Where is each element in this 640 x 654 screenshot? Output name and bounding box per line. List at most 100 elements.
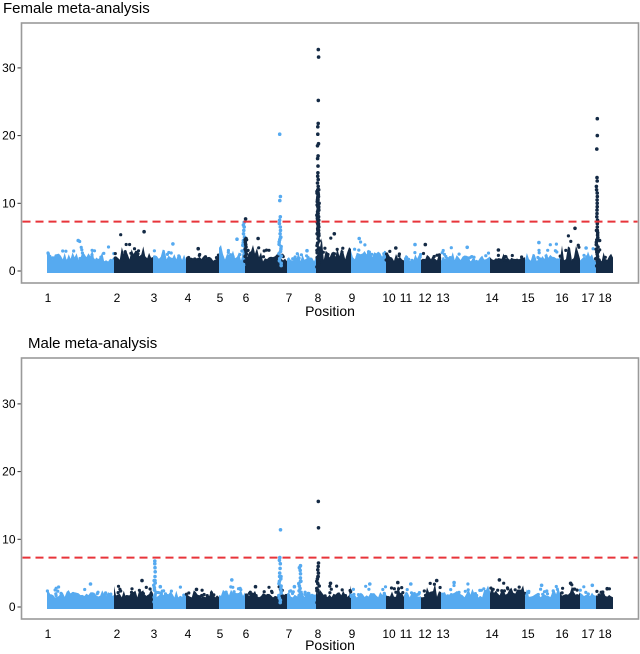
snp-point bbox=[76, 238, 80, 243]
chromosome-band-15 bbox=[525, 587, 560, 609]
snp-point bbox=[497, 578, 502, 582]
female-plot-frame bbox=[20, 22, 640, 284]
snp-point bbox=[90, 253, 94, 257]
x-tick-label: 4 bbox=[185, 291, 192, 305]
snp-point bbox=[482, 587, 486, 591]
snp-peak-point bbox=[594, 184, 599, 189]
snp-point bbox=[521, 592, 525, 596]
snp-point bbox=[422, 258, 426, 263]
snp-point bbox=[305, 254, 309, 258]
chromosome-band-9 bbox=[351, 249, 386, 273]
snp-point bbox=[496, 248, 501, 252]
x-tick-label: 1 bbox=[45, 291, 52, 305]
snp-point bbox=[438, 256, 442, 260]
snp-point bbox=[107, 592, 111, 597]
snp-point bbox=[129, 590, 134, 594]
snp-point bbox=[551, 591, 556, 596]
snp-point bbox=[187, 257, 191, 261]
snp-point bbox=[433, 259, 437, 263]
chromosome-band-10 bbox=[386, 585, 404, 609]
snp-peak-point bbox=[594, 188, 599, 192]
snp-point bbox=[295, 252, 299, 256]
snp-point bbox=[165, 252, 169, 256]
snp-point bbox=[254, 594, 258, 598]
snp-peak-point bbox=[279, 263, 284, 268]
snp-point bbox=[440, 251, 444, 255]
snp-point bbox=[555, 587, 560, 592]
snp-point bbox=[59, 591, 63, 596]
x-tick-label: 11 bbox=[400, 291, 413, 305]
snp-point bbox=[457, 590, 461, 595]
snp-point bbox=[104, 591, 108, 595]
snp-point bbox=[353, 247, 357, 251]
snp-point bbox=[452, 583, 456, 588]
snp-point bbox=[586, 592, 590, 596]
snp-point bbox=[389, 586, 394, 590]
snp-point bbox=[328, 584, 332, 588]
snp-point bbox=[149, 591, 153, 596]
chromosome-band-9 bbox=[351, 592, 386, 609]
snp-point bbox=[102, 251, 106, 255]
snp-point bbox=[169, 251, 173, 255]
snp-peak-point bbox=[245, 264, 249, 268]
snp-peak-point bbox=[278, 555, 282, 560]
snp-point bbox=[333, 595, 337, 599]
snp-point bbox=[591, 247, 595, 251]
snp-point bbox=[90, 593, 94, 597]
chromosome-band-2 bbox=[114, 586, 153, 609]
snp-point bbox=[64, 249, 68, 253]
snp-point bbox=[61, 249, 65, 253]
snp-peak-point bbox=[595, 147, 599, 151]
snp-point bbox=[502, 589, 506, 593]
snp-point bbox=[144, 585, 148, 590]
y-tick-label: 30 bbox=[2, 61, 16, 75]
x-tick-label: 2 bbox=[114, 291, 121, 305]
snp-point bbox=[466, 594, 470, 598]
snp-point bbox=[329, 236, 333, 240]
snp-point bbox=[573, 226, 577, 231]
snp-point bbox=[564, 248, 568, 252]
snp-peak-point bbox=[278, 232, 282, 236]
snp-point bbox=[194, 587, 199, 592]
snp-point bbox=[80, 248, 84, 252]
chromosome-band-17 bbox=[580, 251, 596, 273]
snp-point bbox=[388, 249, 392, 253]
snp-point bbox=[410, 258, 414, 262]
snp-point bbox=[130, 587, 134, 591]
chromosome-band-15 bbox=[525, 253, 560, 273]
snp-peak-point bbox=[277, 571, 282, 575]
snp-point bbox=[267, 248, 271, 252]
snp-point bbox=[307, 591, 311, 596]
snp-point bbox=[54, 586, 58, 590]
snp-point bbox=[601, 590, 605, 594]
snp-peak-point bbox=[595, 208, 599, 212]
male-x-axis: 1 2 3 4 5 6 7 8 9 10 11 12 13 14 15 16 17 18 bbox=[45, 627, 612, 641]
snp-point bbox=[537, 248, 541, 252]
chromosome-band-1 bbox=[47, 590, 114, 609]
snp-point bbox=[118, 587, 122, 591]
snp-peak-point bbox=[277, 581, 281, 586]
snp-point bbox=[57, 585, 61, 589]
x-tick-label: 10 bbox=[382, 627, 396, 641]
snp-point bbox=[405, 588, 409, 592]
snp-point bbox=[229, 585, 233, 589]
male-points bbox=[45, 499, 613, 609]
snp-point bbox=[551, 589, 555, 593]
snp-point bbox=[297, 256, 301, 260]
snp-point bbox=[160, 589, 164, 593]
snp-point bbox=[432, 254, 436, 259]
snp-peak-point bbox=[315, 600, 319, 605]
snp-point bbox=[140, 578, 144, 583]
snp-peak-point bbox=[243, 259, 247, 264]
snp-peak-point bbox=[316, 132, 320, 136]
snp-point bbox=[106, 245, 111, 249]
snp-peak-point bbox=[298, 576, 303, 580]
snp-peak-point bbox=[298, 600, 303, 605]
snp-point bbox=[578, 588, 582, 592]
snp-point bbox=[195, 594, 200, 599]
snp-point bbox=[178, 585, 182, 589]
male-y-axis: 0 10 20 30 bbox=[2, 397, 22, 614]
x-tick-label: 6 bbox=[243, 291, 250, 305]
snp-point bbox=[434, 578, 439, 583]
female-x-axis-title: Position bbox=[305, 303, 355, 319]
